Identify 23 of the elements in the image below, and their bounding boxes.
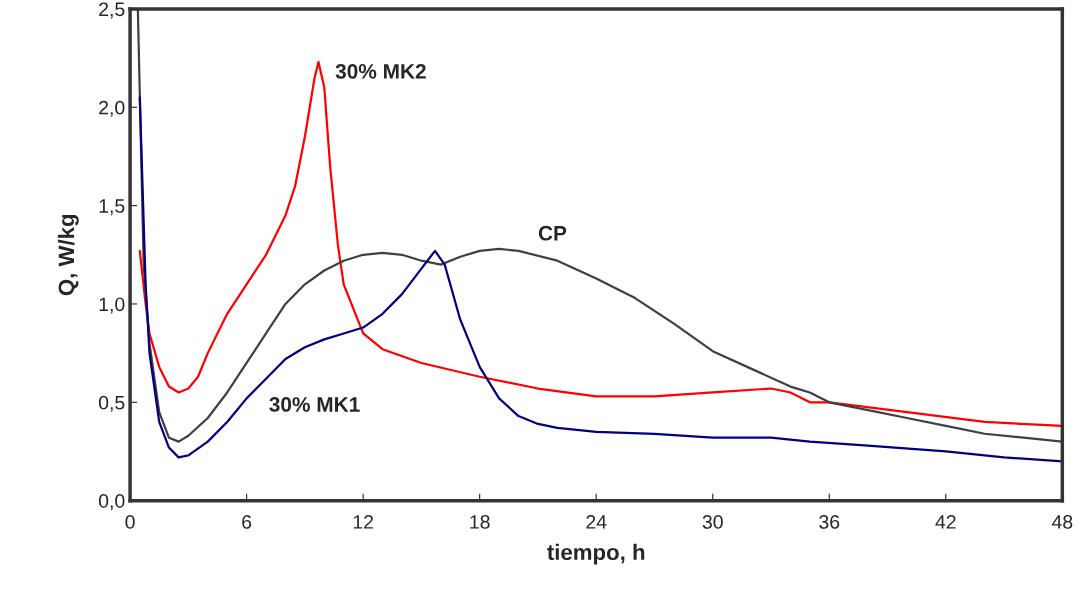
line-series [138,60,1063,428]
x-tick-label: 42 [935,515,956,529]
y-tick-label: 0,0 [98,494,125,511]
annotation: 30% MK1 [269,397,360,412]
y-axis-title: Q, W/kg [57,214,79,296]
line-series [138,96,1063,463]
line-series [136,8,1063,443]
x-tick-label: 36 [819,515,840,529]
x-tick-label: 6 [242,515,252,529]
y-tick-label: 2,0 [99,100,125,117]
x-tick-label: 18 [470,515,490,529]
x-tick-label: 30 [702,515,723,529]
y-tick-label: 1,5 [99,199,125,216]
y-tick-label: 1,0 [99,297,125,314]
x-tick-label: 0 [125,515,135,529]
y-tick-label: 0,5 [98,395,125,412]
x-tick-label: 24 [586,515,607,529]
x-tick-label: 48 [1051,515,1073,529]
x-tick-label: 12 [353,515,373,529]
annotation: 30% MK2 [335,63,426,79]
y-tick-label: 2,5 [99,2,125,19]
x-axis-title: tiempo, h [547,543,645,565]
annotation: CP [538,225,567,241]
